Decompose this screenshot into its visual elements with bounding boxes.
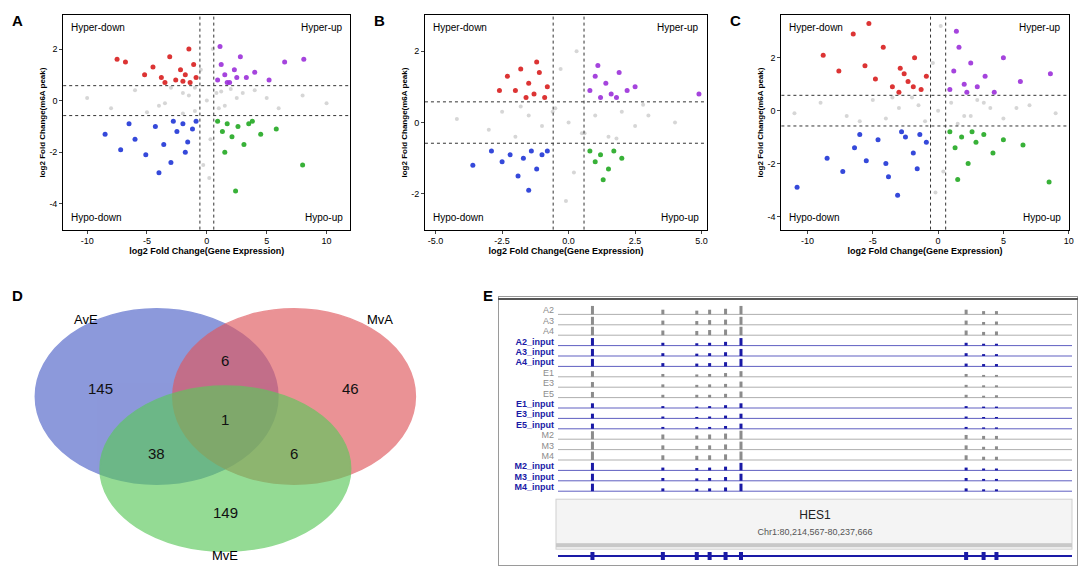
svg-text:6: 6 (290, 445, 298, 462)
svg-text:Hypo-down: Hypo-down (789, 212, 840, 223)
svg-text:-5: -5 (869, 236, 877, 246)
svg-text:E3_input: E3_input (516, 409, 554, 419)
svg-text:A3_input: A3_input (515, 347, 554, 357)
svg-text:-10: -10 (801, 236, 814, 246)
svg-text:Hyper-down: Hyper-down (789, 22, 843, 33)
svg-text:5: 5 (264, 236, 269, 246)
svg-text:log2 Fold Change(Gene Expressi: log2 Fold Change(Gene Expression) (488, 246, 643, 256)
svg-text:1: 1 (221, 411, 229, 428)
svg-text:38: 38 (148, 445, 165, 462)
svg-text:E3: E3 (543, 378, 554, 388)
svg-text:log2 Fold Change(m6A peak): log2 Fold Change(m6A peak) (400, 67, 409, 177)
svg-text:Hyper-up: Hyper-up (301, 22, 343, 33)
svg-text:0: 0 (414, 118, 419, 128)
svg-text:2.5: 2.5 (629, 236, 642, 246)
svg-text:Hypo-down: Hypo-down (71, 212, 122, 223)
svg-text:Chr1:80,214,567-80,237,666: Chr1:80,214,567-80,237,666 (757, 527, 872, 537)
svg-text:5.0: 5.0 (695, 236, 708, 246)
svg-text:-2: -2 (768, 159, 776, 169)
svg-text:E: E (483, 287, 493, 304)
svg-text:B: B (374, 12, 385, 29)
svg-text:E5: E5 (543, 389, 554, 399)
svg-text:Hypo-up: Hypo-up (661, 212, 699, 223)
svg-text:C: C (730, 12, 741, 29)
svg-text:M3: M3 (541, 441, 554, 451)
svg-text:M4_input: M4_input (515, 482, 555, 492)
svg-text:Hyper-down: Hyper-down (71, 22, 125, 33)
svg-text:-5.0: -5.0 (428, 236, 444, 246)
svg-text:5: 5 (1001, 236, 1006, 246)
svg-text:MvE: MvE (212, 548, 238, 563)
svg-text:2: 2 (52, 44, 57, 54)
svg-text:-4: -4 (49, 199, 57, 209)
svg-text:log2 Fold Change(Gene Expressi: log2 Fold Change(Gene Expression) (848, 246, 1003, 256)
svg-text:10: 10 (322, 236, 332, 246)
svg-text:M2_input: M2_input (515, 461, 555, 471)
svg-text:-2.5: -2.5 (494, 236, 510, 246)
svg-text:46: 46 (342, 380, 359, 397)
svg-text:2: 2 (414, 46, 419, 56)
svg-text:-2: -2 (411, 189, 419, 199)
svg-text:M3_input: M3_input (515, 472, 555, 482)
svg-text:0: 0 (771, 106, 776, 116)
svg-text:D: D (12, 287, 23, 304)
svg-text:10: 10 (1064, 236, 1074, 246)
svg-text:Hypo-up: Hypo-up (305, 212, 343, 223)
svg-text:Hyper-up: Hyper-up (657, 22, 699, 33)
svg-text:145: 145 (88, 380, 113, 397)
svg-text:0: 0 (204, 236, 209, 246)
svg-text:AvE: AvE (74, 312, 98, 327)
svg-text:A2_input: A2_input (515, 337, 554, 347)
svg-text:log2 Fold Change(m6A peak): log2 Fold Change(m6A peak) (756, 67, 765, 177)
svg-text:A4: A4 (543, 326, 554, 336)
svg-text:149: 149 (213, 504, 238, 521)
svg-text:log2 Fold Change(m6A peak): log2 Fold Change(m6A peak) (38, 67, 47, 177)
svg-text:Hypo-up: Hypo-up (1023, 212, 1061, 223)
svg-text:6: 6 (221, 352, 229, 369)
svg-text:A4_input: A4_input (515, 357, 554, 367)
svg-text:0: 0 (936, 236, 941, 246)
svg-text:A2: A2 (543, 305, 554, 315)
svg-text:M4: M4 (541, 451, 554, 461)
svg-text:E1: E1 (543, 368, 554, 378)
svg-text:2: 2 (771, 53, 776, 63)
svg-text:log2 Fold Change(Gene Expressi: log2 Fold Change(Gene Expression) (129, 246, 284, 256)
svg-text:MvA: MvA (367, 312, 393, 327)
svg-text:E5_input: E5_input (516, 420, 554, 430)
svg-text:Hypo-down: Hypo-down (433, 212, 484, 223)
svg-text:HES1: HES1 (799, 508, 831, 522)
svg-text:-4: -4 (768, 212, 776, 222)
svg-text:0.0: 0.0 (562, 236, 575, 246)
svg-text:-10: -10 (81, 236, 94, 246)
svg-text:-2: -2 (49, 147, 57, 157)
svg-text:0: 0 (52, 96, 57, 106)
svg-text:M2: M2 (541, 430, 554, 440)
svg-text:E1_input: E1_input (516, 399, 554, 409)
svg-text:Hyper-up: Hyper-up (1019, 22, 1061, 33)
svg-text:-5: -5 (143, 236, 151, 246)
svg-text:A3: A3 (543, 316, 554, 326)
svg-text:Hyper-down: Hyper-down (433, 22, 487, 33)
svg-text:A: A (12, 12, 23, 29)
